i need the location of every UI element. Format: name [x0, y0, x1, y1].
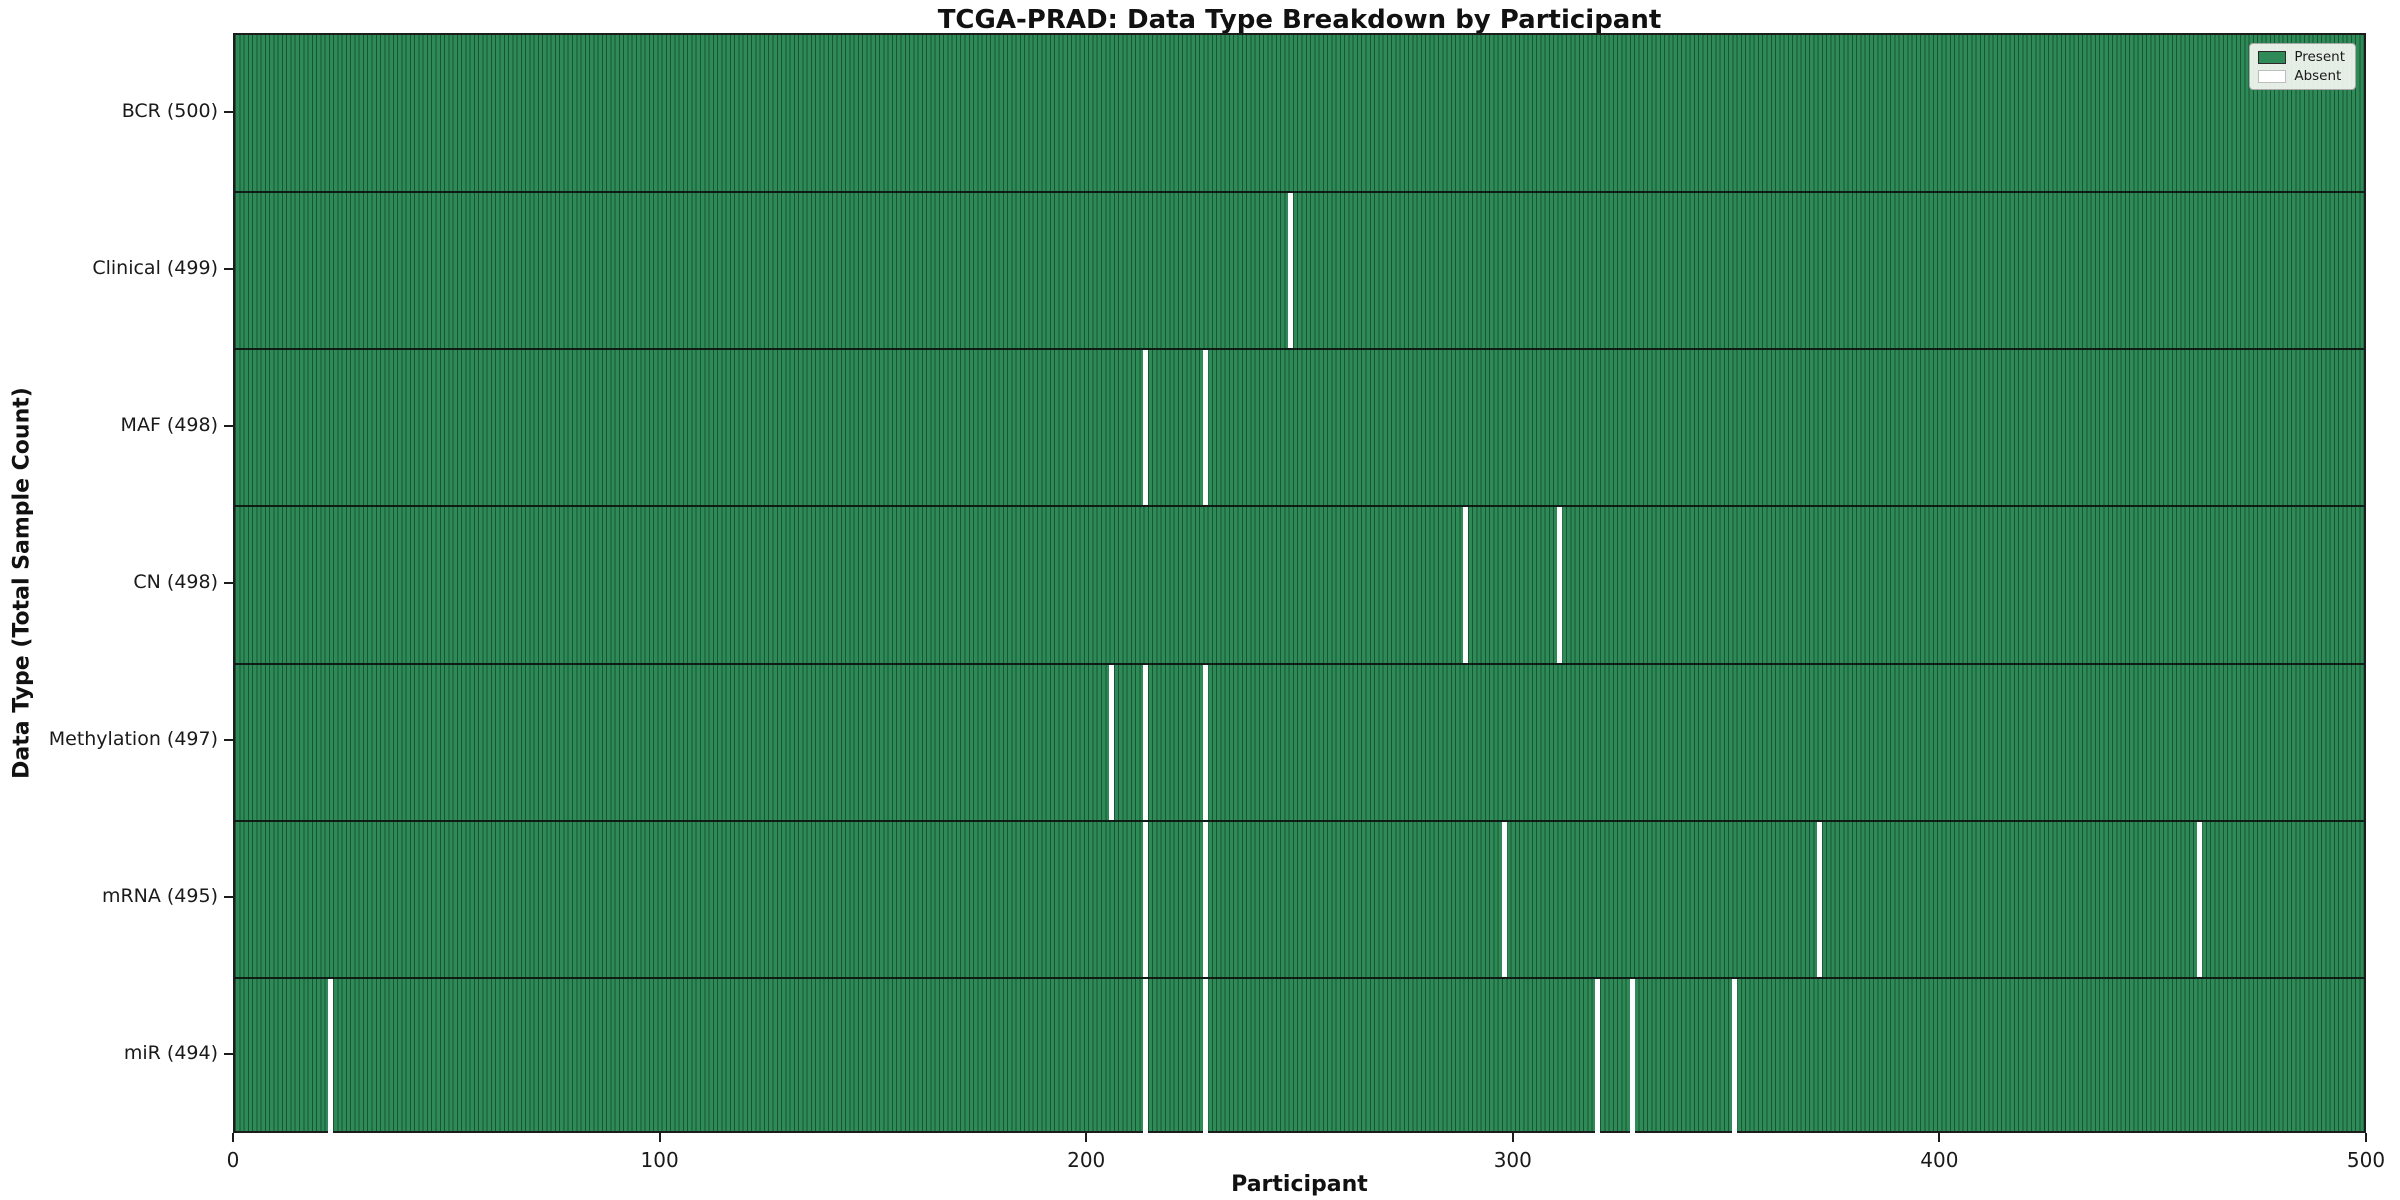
row-separator	[235, 348, 2364, 351]
absent-gap-maf-227	[1202, 350, 1208, 506]
ytick-label-cn: CN (498)	[133, 571, 218, 593]
absent-gap-methylation-227	[1202, 664, 1208, 820]
absent-gap-mir-319	[1595, 978, 1601, 1134]
xtick-mark	[1938, 1133, 1941, 1142]
absent-gap-clinical-247	[1288, 193, 1294, 349]
absent-gap-mir-22	[328, 978, 334, 1134]
absent-gap-maf-213	[1143, 350, 1149, 506]
legend-label-present: Present	[2294, 49, 2345, 65]
ytick-mark	[224, 267, 233, 270]
xtick-label-100: 100	[640, 1148, 679, 1172]
xtick-mark	[1085, 1133, 1088, 1142]
ytick-mark	[224, 1053, 233, 1056]
absent-swatch-icon	[2258, 69, 2287, 83]
ytick-mark	[224, 739, 233, 742]
row-separator	[235, 505, 2364, 508]
xtick-mark	[232, 1133, 234, 1142]
legend-entry-present: Present	[2258, 50, 2345, 64]
row-separator	[235, 819, 2364, 822]
absent-gap-mir-227	[1202, 978, 1208, 1134]
absent-gap-mir-351	[1731, 978, 1737, 1134]
absent-gap-mir-213	[1143, 978, 1149, 1134]
absent-gap-mrna-460	[2196, 821, 2202, 977]
absent-gap-mrna-297	[1501, 821, 1507, 977]
row-separator	[235, 191, 2364, 194]
xtick-label-0: 0	[226, 1148, 240, 1172]
absent-gap-methylation-205	[1109, 664, 1115, 820]
x-axis-title: Participant	[1231, 1172, 1368, 1197]
absent-gap-cn-310	[1557, 507, 1563, 663]
present-swatch-icon	[2258, 50, 2287, 64]
legend-entry-absent: Absent	[2258, 69, 2345, 83]
ytick-mark	[224, 896, 233, 899]
absent-gap-mir-327	[1629, 978, 1635, 1134]
xtick-label-200: 200	[1067, 1148, 1106, 1172]
xtick-label-400: 400	[1920, 1148, 1959, 1172]
plot-area: Present Absent	[233, 33, 2366, 1134]
absent-gap-cn-288	[1463, 507, 1469, 663]
absent-gap-mrna-213	[1143, 821, 1149, 977]
legend-label-absent: Absent	[2294, 68, 2342, 84]
xtick-mark	[658, 1133, 661, 1142]
chart-title: TCGA-PRAD: Data Type Breakdown by Partic…	[937, 5, 1662, 35]
absent-gap-mrna-371	[1817, 821, 1823, 977]
absent-gap-mrna-227	[1202, 821, 1208, 977]
ytick-label-maf: MAF (498)	[120, 413, 218, 436]
ytick-mark	[224, 110, 233, 113]
absent-gap-methylation-213	[1143, 664, 1149, 820]
ytick-label-mir: miR (494)	[123, 1042, 218, 1065]
row-separator	[235, 976, 2364, 979]
xtick-label-500: 500	[2346, 1148, 2386, 1172]
xtick-label-300: 300	[1493, 1148, 1532, 1172]
row-separator	[235, 662, 2364, 665]
xtick-mark	[1511, 1133, 1514, 1142]
ytick-mark	[224, 424, 233, 427]
ytick-label-mrna: mRNA (495)	[101, 885, 218, 908]
ytick-mark	[224, 582, 233, 584]
ytick-label-bcr: BCR (500)	[121, 99, 218, 122]
ytick-label-methylation: Methylation (497)	[48, 728, 218, 751]
legend: Present Absent	[2249, 43, 2356, 90]
ytick-label-clinical: Clinical (499)	[92, 256, 218, 279]
xtick-mark	[2365, 1133, 2367, 1142]
